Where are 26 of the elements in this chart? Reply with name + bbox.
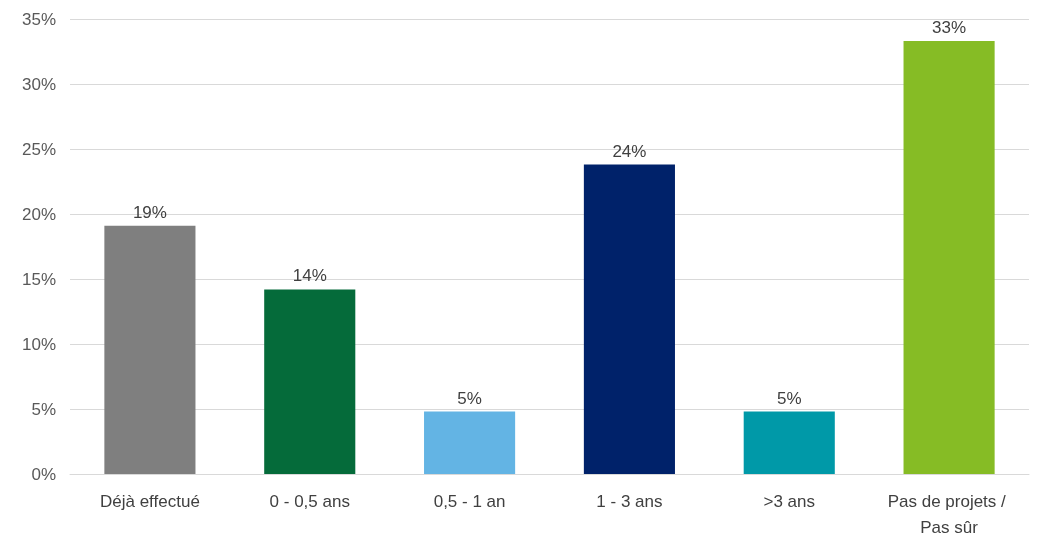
data-label: 19% — [132, 202, 167, 222]
x-tick-label: 0,5 - 1 an — [433, 491, 506, 511]
data-label: 5% — [776, 388, 802, 408]
bar — [264, 289, 356, 474]
data-label: 5% — [457, 388, 482, 408]
y-tick-label: 35% — [21, 9, 56, 29]
x-tick-label: >3 ans — [763, 491, 816, 511]
data-label: 14% — [292, 266, 327, 286]
y-tick-label: 25% — [21, 139, 56, 159]
bar — [104, 225, 196, 474]
data-label: 24% — [612, 141, 647, 161]
y-tick-label: 15% — [21, 269, 56, 289]
x-tick-label: Pas de projets / Pas sûr — [887, 491, 1011, 537]
data-label: 33% — [932, 18, 967, 38]
bar — [424, 411, 516, 474]
x-tick-label: 1 - 3 ans — [596, 491, 663, 511]
y-tick-label: 5% — [31, 399, 56, 419]
bar — [583, 164, 675, 474]
y-tick-label: 10% — [21, 334, 56, 354]
y-tick-label: 20% — [21, 204, 56, 224]
bar — [903, 41, 995, 474]
bar — [743, 411, 835, 474]
x-tick-label: Déjà effectué — [99, 491, 200, 511]
y-tick-label: 30% — [21, 74, 56, 94]
x-tick-label: 0 - 0,5 ans — [269, 491, 350, 511]
y-tick-label: 0% — [31, 464, 56, 484]
